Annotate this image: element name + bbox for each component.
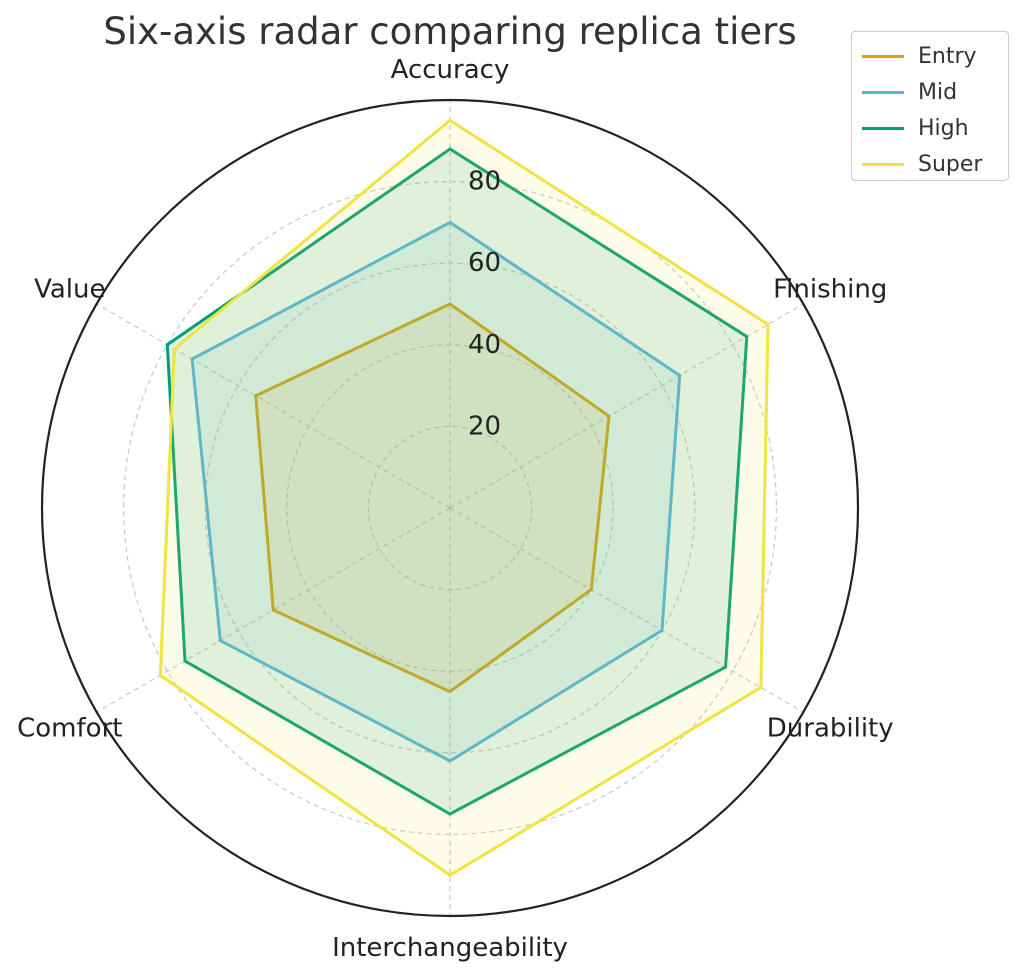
axis-label: Value — [34, 275, 105, 305]
axis-label: Finishing — [773, 275, 887, 305]
series-point — [448, 690, 452, 694]
series-point — [165, 343, 169, 347]
axis-spoke — [449, 303, 804, 509]
legend: Entry Mid High Super — [851, 31, 1009, 181]
series-point — [448, 759, 452, 763]
series-mid — [190, 220, 682, 763]
axis-label: Comfort — [17, 714, 122, 744]
chart-title: Six-axis radar comparing replica tiers — [103, 10, 797, 53]
legend-item: Mid — [862, 74, 1008, 110]
series-fill — [192, 222, 680, 761]
legend-item: High — [862, 110, 1008, 146]
series-fill — [160, 120, 769, 876]
series-point — [183, 659, 187, 663]
legend-item: Entry — [862, 38, 1008, 74]
axis-label: Accuracy — [391, 55, 510, 85]
axis-label: Durability — [767, 714, 894, 744]
series-point — [448, 118, 452, 122]
legend-item: Super — [862, 146, 1008, 182]
axis-spoke — [96, 303, 451, 509]
radar-frame — [40, 98, 860, 918]
series-point — [271, 608, 275, 612]
series-fill — [255, 304, 609, 692]
legend-label: Super — [918, 151, 983, 177]
series-point — [448, 220, 452, 224]
radar-series — [158, 118, 770, 877]
legend-swatch — [862, 54, 904, 58]
series-point — [589, 588, 593, 592]
axis-spoke — [96, 507, 451, 713]
legend-swatch — [862, 126, 904, 130]
legend-swatch — [862, 90, 904, 94]
radial-tick-label: 20 — [468, 411, 501, 441]
series-point — [448, 873, 452, 877]
series-high — [165, 147, 749, 816]
series-point — [607, 414, 611, 418]
legend-label: Entry — [918, 43, 977, 69]
series-fill — [167, 149, 747, 814]
series-point — [448, 812, 452, 816]
series-point — [745, 335, 749, 339]
radial-tick-label: 80 — [468, 167, 501, 197]
series-point — [254, 394, 258, 398]
radial-tick-label: 40 — [468, 330, 501, 360]
series-point — [158, 673, 162, 677]
series-point — [660, 628, 664, 632]
grid-circle — [123, 181, 777, 835]
legend-swatch — [862, 162, 904, 166]
series-super — [158, 118, 770, 877]
series-point — [759, 686, 763, 689]
series-point — [448, 147, 452, 151]
axis-label: Interchangeability — [332, 933, 568, 963]
radar-grid — [40, 98, 860, 918]
series-point — [172, 347, 176, 351]
series-point — [766, 322, 770, 326]
series-entry — [254, 302, 611, 694]
series-point — [190, 357, 194, 361]
series-point — [218, 639, 222, 643]
series-point — [448, 302, 452, 306]
legend-label: High — [918, 115, 969, 141]
radial-tick-label: 60 — [468, 248, 501, 278]
legend-label: Mid — [918, 79, 958, 105]
radar-labels: 20 40 60 80 Accuracy Finishing Durability Inter… — [17, 55, 894, 963]
series-point — [678, 373, 682, 377]
axis-spoke — [449, 507, 804, 713]
series-point — [724, 665, 728, 669]
